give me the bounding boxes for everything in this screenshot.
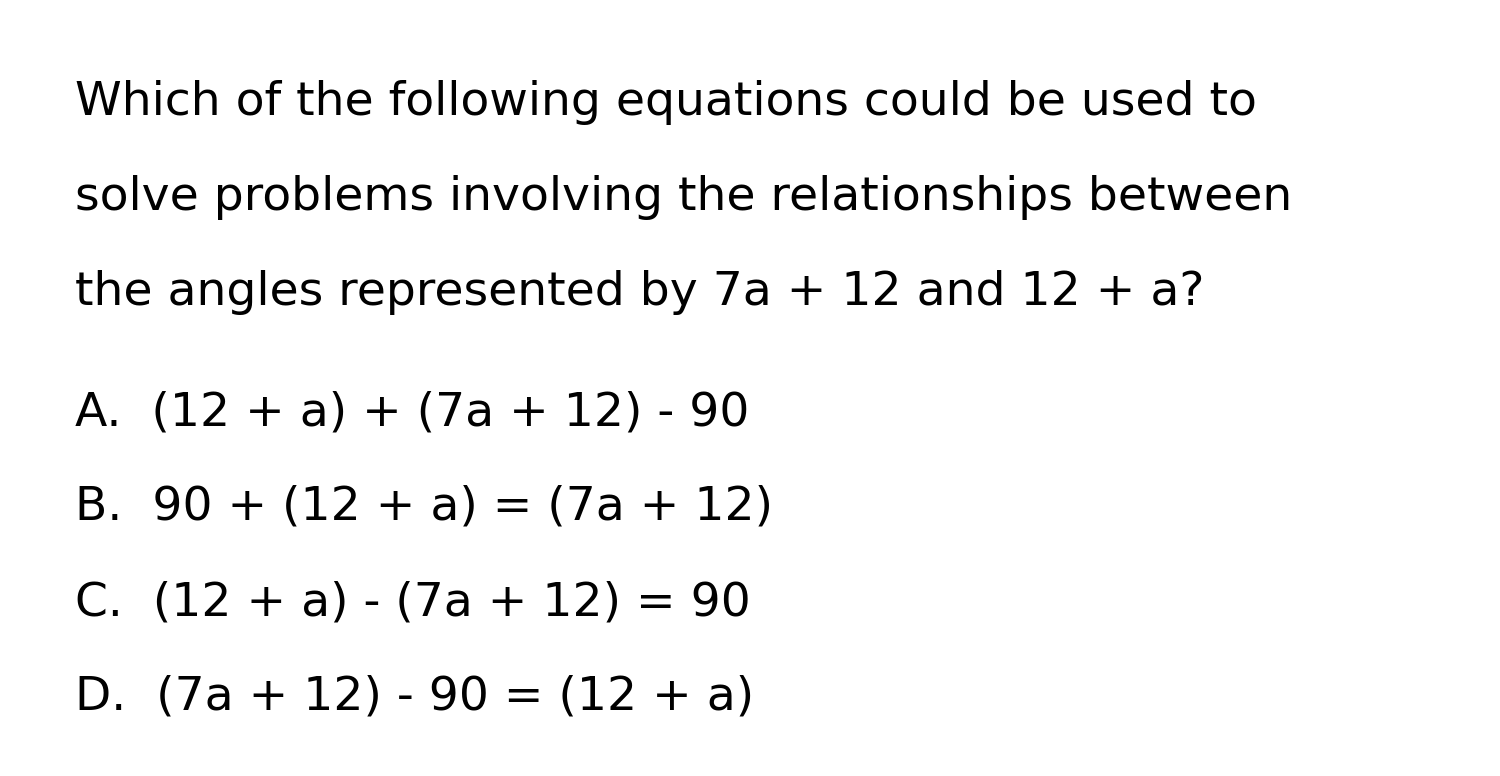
Text: the angles represented by 7a + 12 and 12 + a?: the angles represented by 7a + 12 and 12…	[75, 270, 1204, 315]
Text: solve problems involving the relationships between: solve problems involving the relationshi…	[75, 175, 1292, 220]
Text: A.  (12 + a) + (7a + 12) - 90: A. (12 + a) + (7a + 12) - 90	[75, 390, 750, 435]
Text: B.  90 + (12 + a) = (7a + 12): B. 90 + (12 + a) = (7a + 12)	[75, 485, 772, 530]
Text: D.  (7a + 12) - 90 = (12 + a): D. (7a + 12) - 90 = (12 + a)	[75, 675, 754, 720]
Text: Which of the following equations could be used to: Which of the following equations could b…	[75, 80, 1257, 125]
Text: C.  (12 + a) - (7a + 12) = 90: C. (12 + a) - (7a + 12) = 90	[75, 580, 750, 625]
